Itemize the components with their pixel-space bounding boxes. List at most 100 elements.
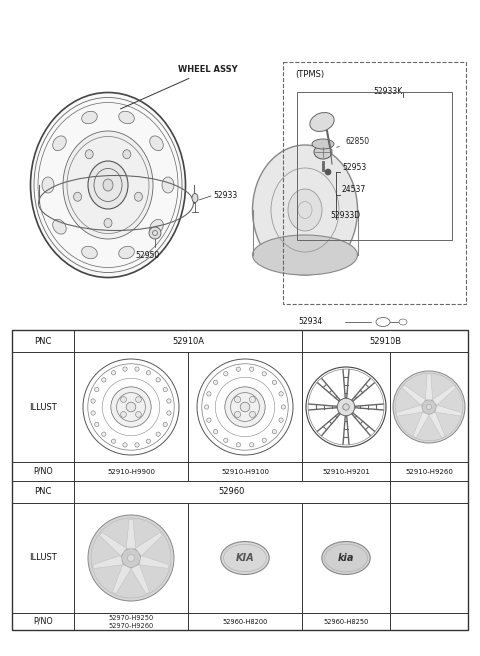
Ellipse shape <box>252 235 358 275</box>
Ellipse shape <box>42 177 54 193</box>
Text: KIA: KIA <box>236 553 254 563</box>
Circle shape <box>102 378 106 382</box>
Circle shape <box>250 443 254 447</box>
Text: 52960-H8250: 52960-H8250 <box>324 619 369 625</box>
Circle shape <box>111 387 151 427</box>
Bar <box>283 62 466 304</box>
Circle shape <box>135 443 139 447</box>
Circle shape <box>225 387 265 427</box>
Ellipse shape <box>103 179 113 191</box>
Circle shape <box>167 411 171 415</box>
Ellipse shape <box>288 189 322 231</box>
Text: 52960: 52960 <box>219 487 245 497</box>
Circle shape <box>343 404 349 410</box>
Circle shape <box>149 227 161 239</box>
Ellipse shape <box>104 218 112 228</box>
Ellipse shape <box>221 541 269 575</box>
Text: 52933: 52933 <box>213 192 237 201</box>
Polygon shape <box>413 412 429 438</box>
Circle shape <box>123 367 127 371</box>
Polygon shape <box>402 385 426 405</box>
Circle shape <box>102 432 106 436</box>
Circle shape <box>135 367 139 371</box>
Text: 52933D: 52933D <box>330 211 360 220</box>
Text: 52934: 52934 <box>298 318 322 327</box>
Circle shape <box>111 439 116 443</box>
Text: 24537: 24537 <box>342 186 366 194</box>
Text: P/NO: P/NO <box>33 617 53 626</box>
Circle shape <box>163 422 168 426</box>
Circle shape <box>91 411 95 415</box>
Text: PNC: PNC <box>34 487 52 497</box>
Circle shape <box>167 399 171 403</box>
Text: 52910-H9900: 52910-H9900 <box>107 468 155 474</box>
Ellipse shape <box>150 136 163 151</box>
Text: 52910A: 52910A <box>172 337 204 346</box>
Ellipse shape <box>310 113 334 131</box>
Text: 52910B: 52910B <box>369 337 401 346</box>
Circle shape <box>135 397 141 402</box>
Ellipse shape <box>82 112 97 124</box>
Ellipse shape <box>63 131 153 239</box>
Bar <box>297 92 452 240</box>
Ellipse shape <box>53 136 66 151</box>
Circle shape <box>337 398 355 416</box>
Ellipse shape <box>192 194 198 203</box>
Ellipse shape <box>82 246 97 258</box>
Circle shape <box>279 392 283 396</box>
Ellipse shape <box>249 411 255 418</box>
Ellipse shape <box>249 396 255 403</box>
Text: WHEEL ASSY: WHEEL ASSY <box>120 66 238 109</box>
Text: PNC: PNC <box>34 337 52 346</box>
Circle shape <box>146 371 151 375</box>
Bar <box>188 482 189 502</box>
Text: ILLUST: ILLUST <box>29 403 57 411</box>
Circle shape <box>224 371 228 376</box>
Circle shape <box>156 378 160 382</box>
Circle shape <box>95 388 99 392</box>
Circle shape <box>279 418 283 422</box>
Circle shape <box>135 411 141 417</box>
Circle shape <box>240 402 250 412</box>
Ellipse shape <box>162 177 174 193</box>
Circle shape <box>281 405 286 409</box>
Text: (TPMS): (TPMS) <box>295 70 324 79</box>
Bar <box>188 331 189 352</box>
Polygon shape <box>425 374 432 400</box>
Ellipse shape <box>322 541 370 575</box>
Ellipse shape <box>134 192 143 201</box>
Circle shape <box>126 402 136 412</box>
Ellipse shape <box>123 150 131 159</box>
Circle shape <box>272 380 276 384</box>
Circle shape <box>272 430 276 434</box>
Ellipse shape <box>53 219 66 234</box>
Polygon shape <box>139 556 169 569</box>
Polygon shape <box>126 520 136 548</box>
Text: kia: kia <box>338 553 354 563</box>
Ellipse shape <box>31 92 185 277</box>
Circle shape <box>393 371 465 443</box>
Text: ILLUST: ILLUST <box>29 554 57 562</box>
Text: P/NO: P/NO <box>33 467 53 476</box>
Text: 52933K: 52933K <box>373 87 402 96</box>
Circle shape <box>236 443 240 447</box>
Polygon shape <box>135 533 162 556</box>
Circle shape <box>214 430 218 434</box>
Ellipse shape <box>314 145 332 159</box>
Circle shape <box>207 392 211 396</box>
Circle shape <box>95 422 99 426</box>
Polygon shape <box>396 405 423 416</box>
Circle shape <box>214 380 218 384</box>
Circle shape <box>262 438 266 442</box>
Circle shape <box>262 371 266 376</box>
Text: 52970-H9260: 52970-H9260 <box>108 623 154 630</box>
Ellipse shape <box>119 112 134 124</box>
Text: 52910-H9201: 52910-H9201 <box>322 468 370 474</box>
Text: 52953: 52953 <box>342 163 366 171</box>
Circle shape <box>422 400 436 414</box>
Text: 52910-H9260: 52910-H9260 <box>405 468 453 474</box>
Circle shape <box>250 367 254 371</box>
Circle shape <box>204 405 209 409</box>
Circle shape <box>128 554 134 562</box>
Ellipse shape <box>119 246 134 258</box>
